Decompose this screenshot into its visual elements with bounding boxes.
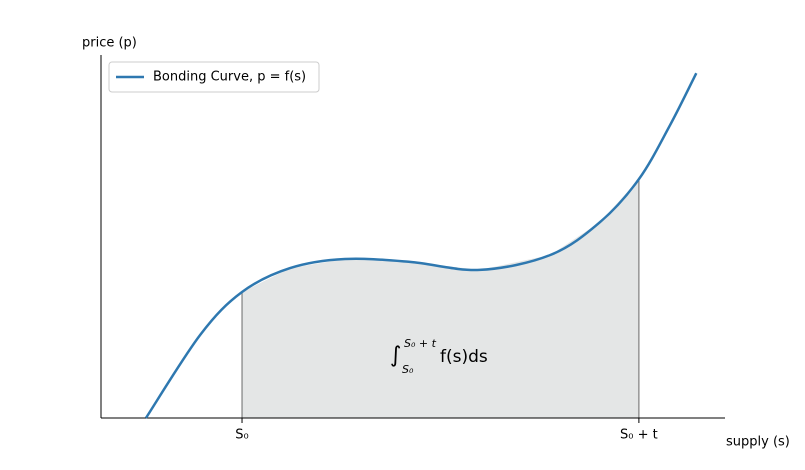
legend-box bbox=[108, 61, 320, 93]
x-tick-label: S₀ bbox=[235, 428, 248, 443]
integral-lower: S₀ bbox=[402, 363, 414, 376]
curve bbox=[144, 72, 698, 419]
y-axis-label: price (p) bbox=[82, 36, 137, 51]
integrand: f(s)ds bbox=[440, 347, 488, 367]
legend-label: Bonding Curve, p = f(s) bbox=[153, 70, 306, 85]
x-tick-label: S₀ + t bbox=[620, 428, 658, 443]
shaded-area bbox=[242, 179, 639, 418]
integral-upper: S₀ + t bbox=[404, 337, 437, 350]
integral-sign: ∫ bbox=[390, 343, 401, 368]
x-axis-label: supply (s) bbox=[726, 435, 790, 450]
